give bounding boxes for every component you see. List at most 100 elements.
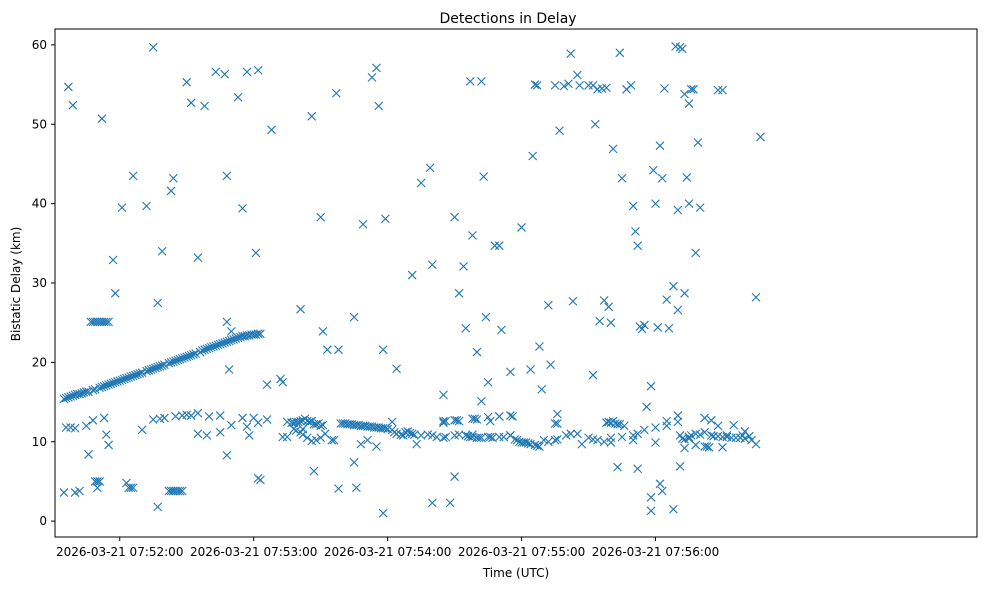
data-point: [358, 219, 368, 229]
data-point: [532, 80, 542, 90]
chart-title: Detections in Delay: [439, 11, 576, 27]
y-tick-label: 60: [32, 38, 47, 52]
data-point: [255, 329, 265, 339]
data-point: [474, 433, 484, 443]
data-point: [593, 435, 602, 445]
data-point: [124, 483, 134, 493]
data-point: [439, 390, 448, 400]
data-point: [590, 119, 600, 129]
y-tick-label: 10: [32, 435, 47, 449]
data-point: [454, 288, 464, 298]
data-point: [220, 69, 230, 79]
data-point: [222, 450, 232, 460]
data-point: [168, 486, 178, 496]
data-point: [374, 101, 384, 111]
data-point: [81, 421, 91, 431]
data-point: [566, 49, 576, 58]
data-point: [664, 323, 674, 333]
y-tick-label: 50: [32, 117, 47, 131]
data-point: [477, 396, 486, 406]
data-point: [751, 292, 761, 302]
x-axis-ticks: 2026-03-21 07:52:00 2026-03-21 07:53:00 20…: [56, 537, 719, 559]
data-point: [532, 441, 542, 451]
data-point: [93, 483, 102, 493]
data-point: [427, 260, 437, 270]
data-point: [506, 411, 515, 420]
data-point: [200, 101, 209, 111]
data-point: [108, 255, 118, 265]
data-point: [668, 281, 678, 291]
data-point: [175, 486, 185, 496]
data-point: [704, 442, 714, 452]
data-point: [657, 486, 667, 496]
data-point: [97, 114, 107, 124]
data-point: [226, 420, 236, 430]
data-point: [673, 305, 683, 315]
data-point: [619, 421, 629, 431]
data-point: [691, 440, 701, 450]
data-point: [479, 172, 489, 182]
data-point: [452, 415, 462, 425]
data-point: [160, 413, 169, 423]
data-point: [695, 203, 705, 212]
data-point: [731, 433, 741, 443]
data-point: [729, 420, 739, 430]
data-point: [727, 433, 736, 443]
data-point: [568, 296, 578, 306]
data-point: [327, 435, 337, 445]
data-point: [653, 323, 663, 332]
data-point: [75, 486, 84, 496]
data-point: [302, 433, 312, 443]
data-point: [517, 223, 526, 232]
data-point: [546, 360, 555, 370]
data-point: [211, 67, 221, 77]
data-point: [655, 141, 665, 151]
data-point: [461, 323, 471, 333]
data-point: [59, 488, 69, 497]
data-point: [662, 416, 672, 426]
data-point: [604, 302, 614, 312]
data-point: [164, 486, 174, 496]
data-point: [334, 345, 343, 355]
data-point: [713, 421, 723, 431]
data-point: [709, 431, 718, 441]
data-point: [646, 381, 656, 391]
data-point: [606, 318, 616, 328]
data-point: [450, 472, 459, 482]
data-point: [552, 419, 562, 428]
data-point: [316, 421, 326, 431]
data-point: [673, 411, 683, 420]
data-point: [756, 132, 765, 142]
x-tick-label: 2026-03-21 07:54:00: [324, 545, 451, 559]
data-point: [64, 82, 73, 92]
data-point: [253, 329, 263, 339]
data-point: [472, 415, 482, 424]
data-point: [104, 317, 113, 327]
data-point: [356, 439, 366, 449]
x-tick-label: 2026-03-21 07:52:00: [56, 545, 183, 559]
data-point: [684, 99, 694, 109]
data-point: [61, 423, 71, 432]
data-point: [153, 502, 163, 512]
data-point: [322, 345, 332, 355]
data-point: [70, 423, 80, 433]
data-point: [628, 435, 638, 445]
data-point: [494, 432, 504, 442]
data-point: [543, 437, 553, 447]
data-point: [573, 70, 582, 80]
data-point: [90, 477, 100, 486]
data-point: [702, 442, 712, 451]
data-point: [744, 431, 754, 441]
data-point: [99, 317, 109, 327]
data-point: [157, 361, 167, 370]
data-point: [490, 241, 500, 251]
data-point: [99, 413, 109, 423]
data-point: [523, 438, 533, 448]
data-point: [550, 435, 560, 445]
data-point: [242, 67, 252, 77]
data-point: [595, 316, 605, 326]
data-point: [633, 241, 643, 251]
data-point: [481, 312, 491, 322]
data-point: [282, 417, 292, 427]
data-point: [686, 84, 696, 94]
